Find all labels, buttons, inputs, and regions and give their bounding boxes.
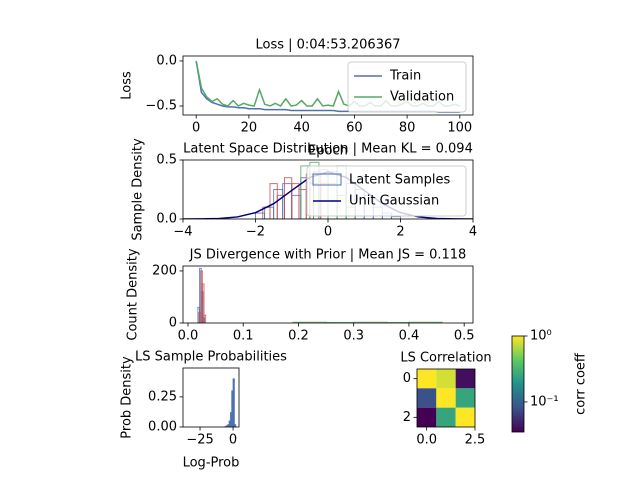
y-axis-label: Sample Density bbox=[131, 138, 146, 241]
legend-label: Unit Gaussian bbox=[349, 194, 439, 209]
axes-title: Loss | 0:04:53.206367 bbox=[255, 38, 400, 53]
axes-title: LS Sample Probabilities bbox=[135, 350, 287, 365]
heatmap-cell bbox=[436, 388, 456, 408]
hist-bar bbox=[273, 189, 284, 219]
hist-bar bbox=[264, 206, 275, 219]
colorbar-tick-label: 10⁰ bbox=[530, 329, 552, 344]
legend-box bbox=[347, 61, 467, 113]
x-tick-label: 60 bbox=[346, 121, 363, 136]
heatmap-cell bbox=[436, 369, 456, 389]
heatmap-cell bbox=[455, 369, 475, 389]
x-tick-label: 0.4 bbox=[399, 329, 420, 344]
heatmap-cell bbox=[417, 388, 437, 408]
x-tick-label: −25 bbox=[186, 433, 213, 448]
axes-frame bbox=[182, 265, 474, 324]
colorbar bbox=[512, 336, 524, 432]
y-axis-label: Prob Density bbox=[120, 356, 135, 439]
axes-frame bbox=[182, 367, 240, 428]
heatmap-cell bbox=[436, 407, 456, 427]
x-tick-label: 20 bbox=[241, 121, 258, 136]
x-tick-label: 0 bbox=[229, 433, 237, 448]
heatmap-cell bbox=[455, 388, 475, 408]
axes: −4 −2 0 2 4 0.0 0.5 Latent Space Distribution |… bbox=[131, 138, 478, 241]
x-tick-label: 4 bbox=[469, 225, 477, 240]
x-tick-label: 80 bbox=[399, 121, 416, 136]
x-axis-label: Log-Prob bbox=[183, 456, 240, 471]
x-tick-label: 100 bbox=[447, 121, 472, 136]
legend-swatch bbox=[312, 173, 342, 186]
x-tick-label: 0.3 bbox=[343, 329, 364, 344]
legend-box bbox=[306, 165, 467, 217]
axes-frame bbox=[182, 55, 474, 116]
heatmap-cell bbox=[455, 407, 475, 427]
axes-title: Latent Space Distribution | Mean KL = 0.… bbox=[183, 142, 473, 157]
x-tick-label: 40 bbox=[293, 121, 310, 136]
x-tick-label: 0 bbox=[192, 121, 200, 136]
heatmap-cell bbox=[417, 407, 437, 427]
colorbar-label: corr coeff bbox=[574, 352, 589, 415]
plot-area bbox=[197, 267, 443, 323]
y-tick-label: 0.0 bbox=[156, 212, 177, 227]
axes-title: LS Correlation bbox=[400, 351, 491, 366]
y-tick-label: 0.5 bbox=[156, 153, 177, 168]
axes: 0.0 2.5 0 2 LS Correlation bbox=[400, 351, 491, 448]
axes: 0 20 40 60 80 100 0.0 −0.5 Loss | 0:04:53.206367… bbox=[120, 38, 474, 159]
colorbar-tick-label: 10⁻¹ bbox=[530, 394, 559, 409]
x-tick-label: 0.0 bbox=[416, 433, 437, 448]
x-tick-label: 0.1 bbox=[233, 329, 254, 344]
x-axis-label: Epoch bbox=[308, 144, 348, 159]
heatmap-cell bbox=[417, 369, 437, 389]
x-tick-label: 0.2 bbox=[288, 329, 309, 344]
axes: −25 0 0.00 0.25 LS Sample Probabilities Log-P… bbox=[120, 350, 288, 471]
legend-label: Latent Samples bbox=[349, 173, 451, 188]
colorbar-frame bbox=[511, 335, 525, 433]
y-tick-label: 0 bbox=[403, 371, 411, 386]
axes-frame bbox=[416, 368, 476, 428]
plot-area bbox=[224, 378, 237, 427]
legend-label: Train bbox=[389, 69, 421, 84]
y-tick-label: 0.0 bbox=[156, 53, 177, 68]
axes-title: JS Divergence with Prior | Mean JS = 0.1… bbox=[189, 248, 467, 263]
x-tick-label: 2.5 bbox=[465, 433, 486, 448]
y-tick-label: 200 bbox=[152, 263, 177, 278]
x-tick-label: 0 bbox=[324, 225, 332, 240]
x-tick-label: 2 bbox=[396, 225, 404, 240]
hist-bar bbox=[232, 378, 235, 427]
y-tick-label: 2 bbox=[403, 410, 411, 425]
y-axis-label: Loss bbox=[120, 71, 135, 100]
y-tick-label: 0 bbox=[169, 316, 177, 331]
axes: 0.0 0.1 0.2 0.3 0.4 0.5 0 200 JS Divergence with… bbox=[126, 248, 475, 344]
y-tick-label: 0.00 bbox=[148, 420, 177, 435]
plot-area bbox=[417, 369, 475, 427]
legend-label: Validation bbox=[390, 90, 454, 105]
x-tick-label: −2 bbox=[246, 225, 265, 240]
x-tick-label: 0.0 bbox=[178, 329, 199, 344]
x-tick-label: 0.5 bbox=[454, 329, 475, 344]
y-tick-label: −0.5 bbox=[145, 98, 177, 113]
x-tick-label: −4 bbox=[173, 225, 192, 240]
y-tick-label: 0.25 bbox=[148, 389, 177, 404]
y-axis-label: Count Density bbox=[126, 248, 141, 340]
hist-bar bbox=[298, 189, 307, 219]
